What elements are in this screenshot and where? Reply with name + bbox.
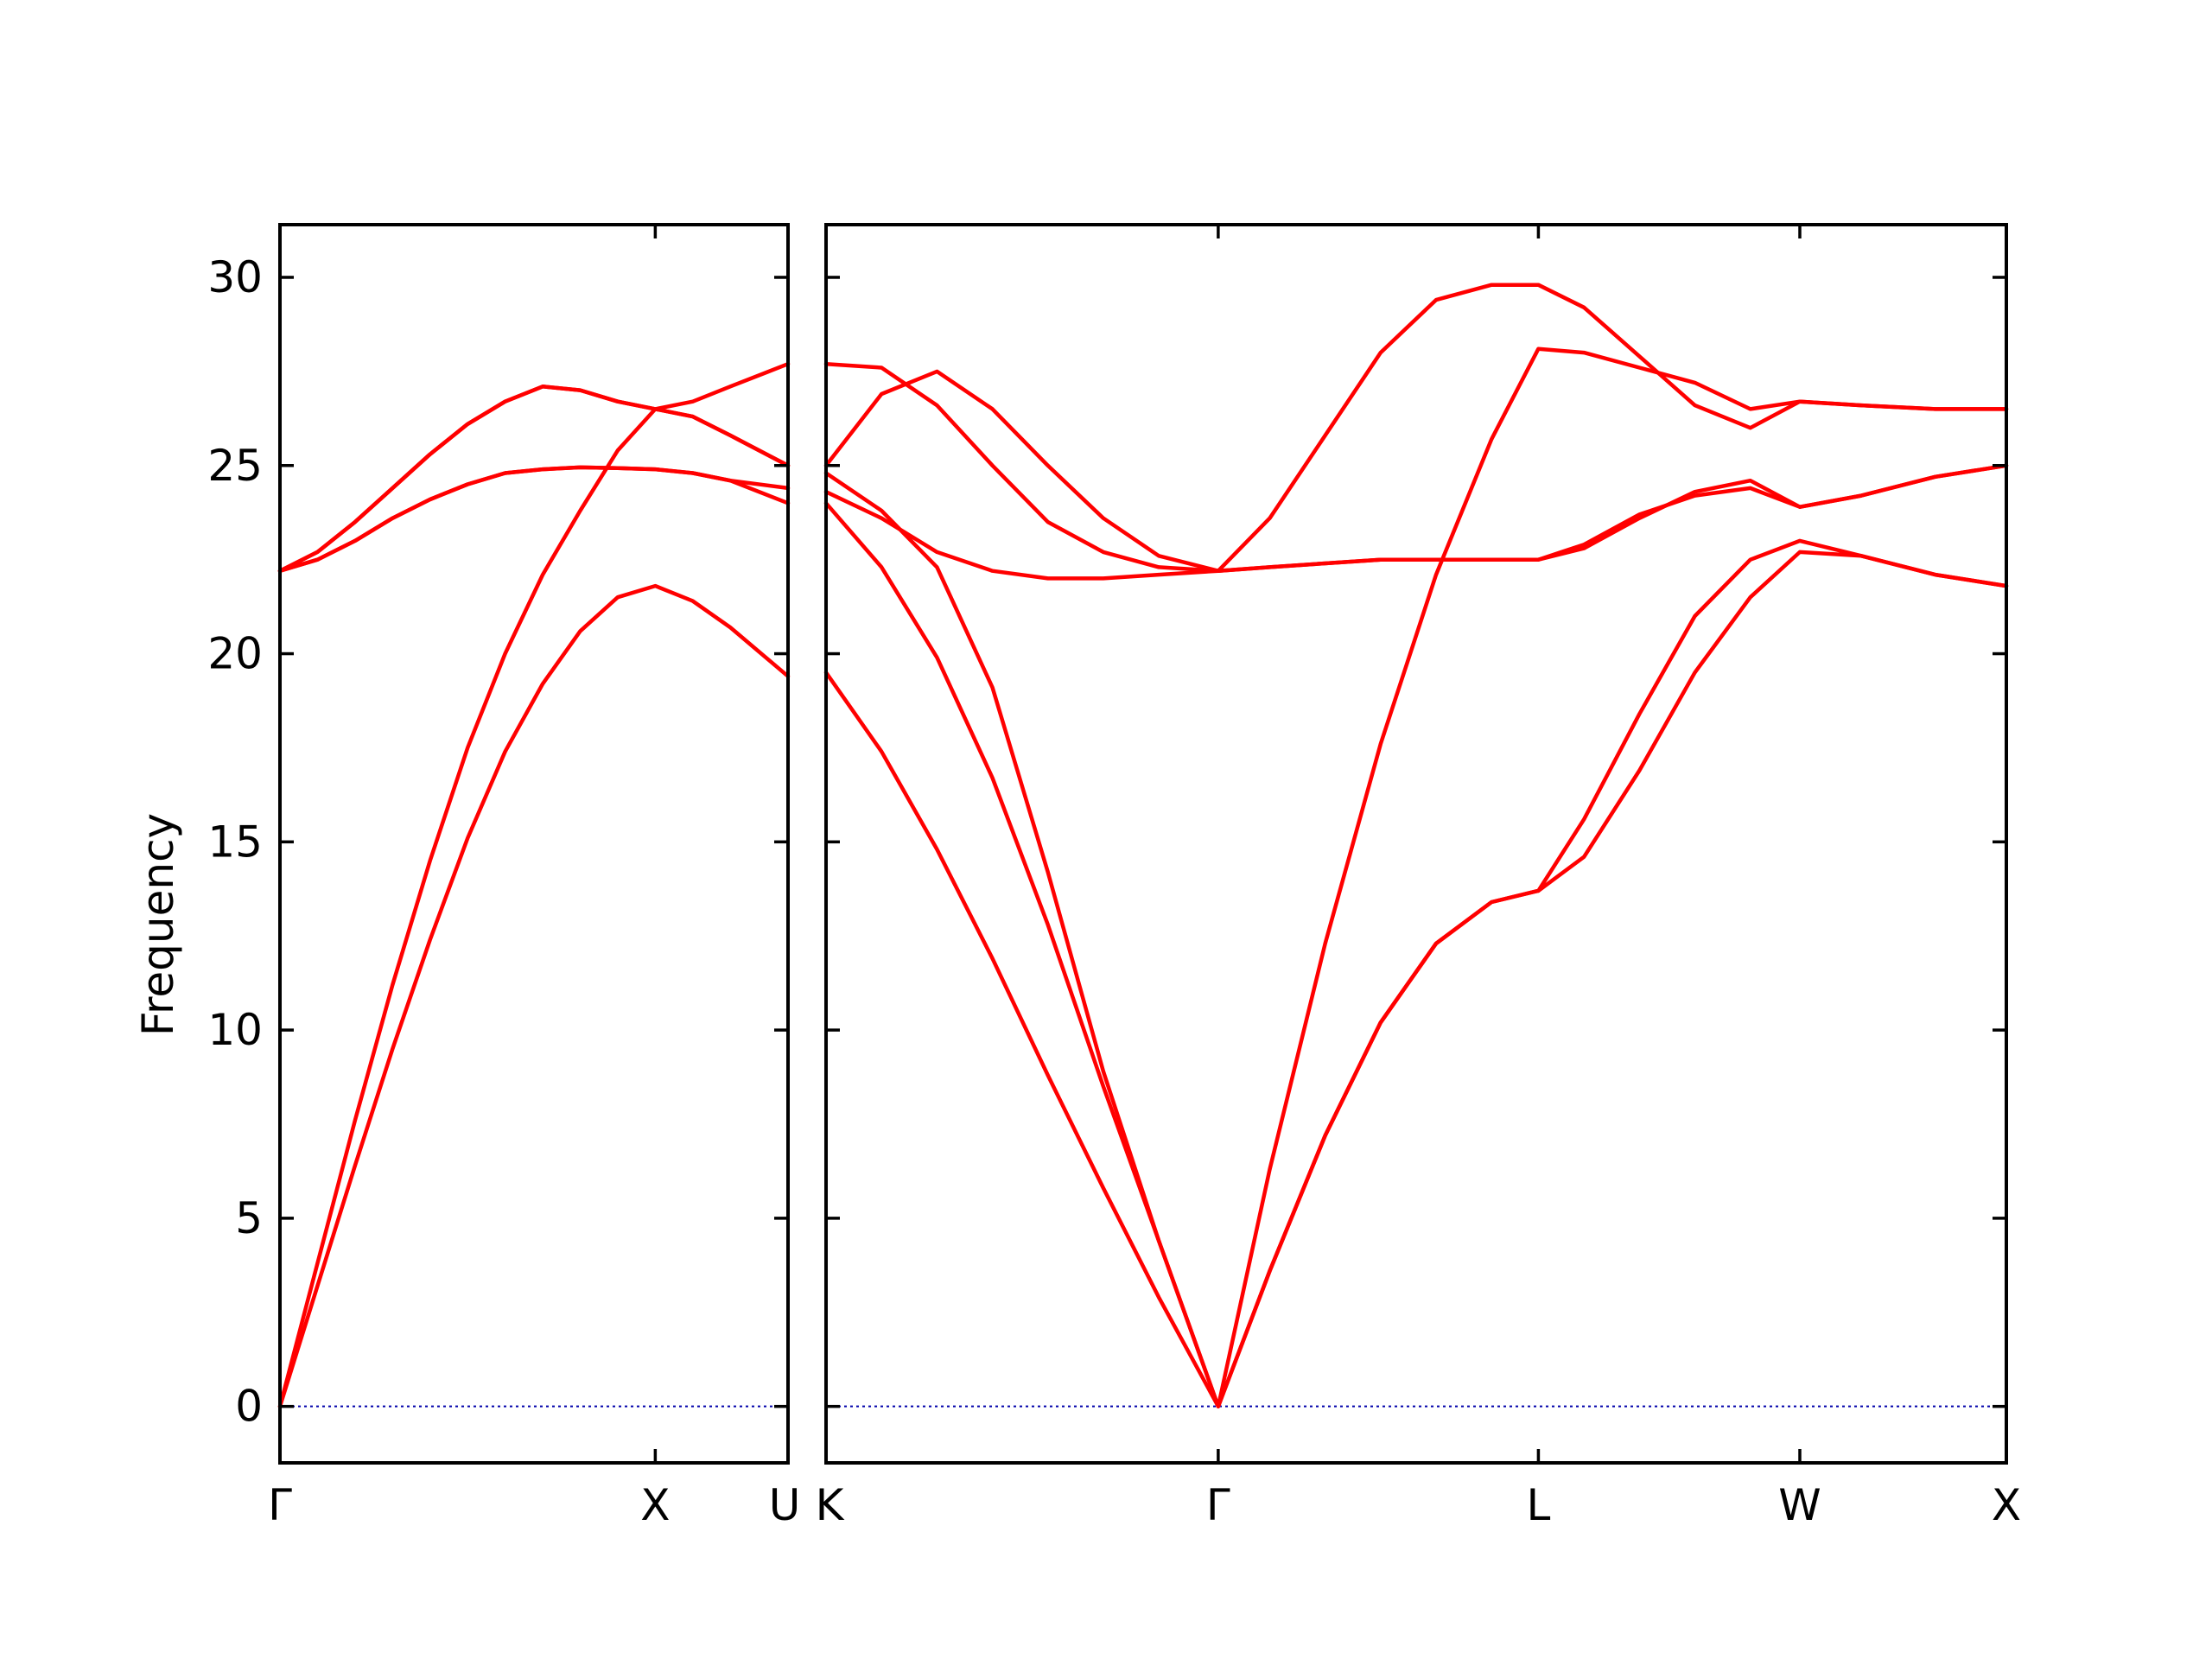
x-tick-label: X: [640, 1480, 670, 1530]
panel-gamma-x-u: 0 5 10 15 20 25 30 Γ X U: [207, 223, 801, 1530]
y-tick-label: 30: [207, 252, 263, 302]
x-tick-label: K: [816, 1480, 845, 1530]
x-tick-label: W: [1778, 1480, 1821, 1530]
plot-frame: [278, 223, 790, 1465]
band-line-5: [823, 283, 2009, 573]
band-line-1: [823, 550, 2009, 1408]
x-tick-label: L: [1526, 1480, 1550, 1530]
band-line-5: [277, 465, 791, 573]
plot-frame: [824, 223, 2008, 1465]
y-tick-label: 25: [207, 441, 263, 491]
y-tick-label: 15: [207, 817, 263, 867]
x-tick-label: X: [1992, 1480, 2021, 1530]
x-tick-label: U: [769, 1480, 801, 1530]
y-tick-label: 5: [235, 1193, 263, 1243]
band-line-3: [823, 346, 2009, 1408]
band-line-6: [277, 385, 791, 573]
band-line-1: [277, 583, 791, 1408]
band-line-2: [277, 407, 791, 1408]
x-tick-label: Γ: [1206, 1480, 1230, 1530]
y-axis-label: Frequency: [133, 813, 183, 1036]
band-line-2: [823, 501, 2009, 1408]
y-tick-label: 10: [207, 1005, 263, 1055]
x-tick-label: Γ: [268, 1480, 292, 1530]
band-line-6: [823, 361, 2009, 573]
y-tick-label: 20: [207, 629, 263, 679]
y-tick-label: 0: [235, 1382, 263, 1432]
